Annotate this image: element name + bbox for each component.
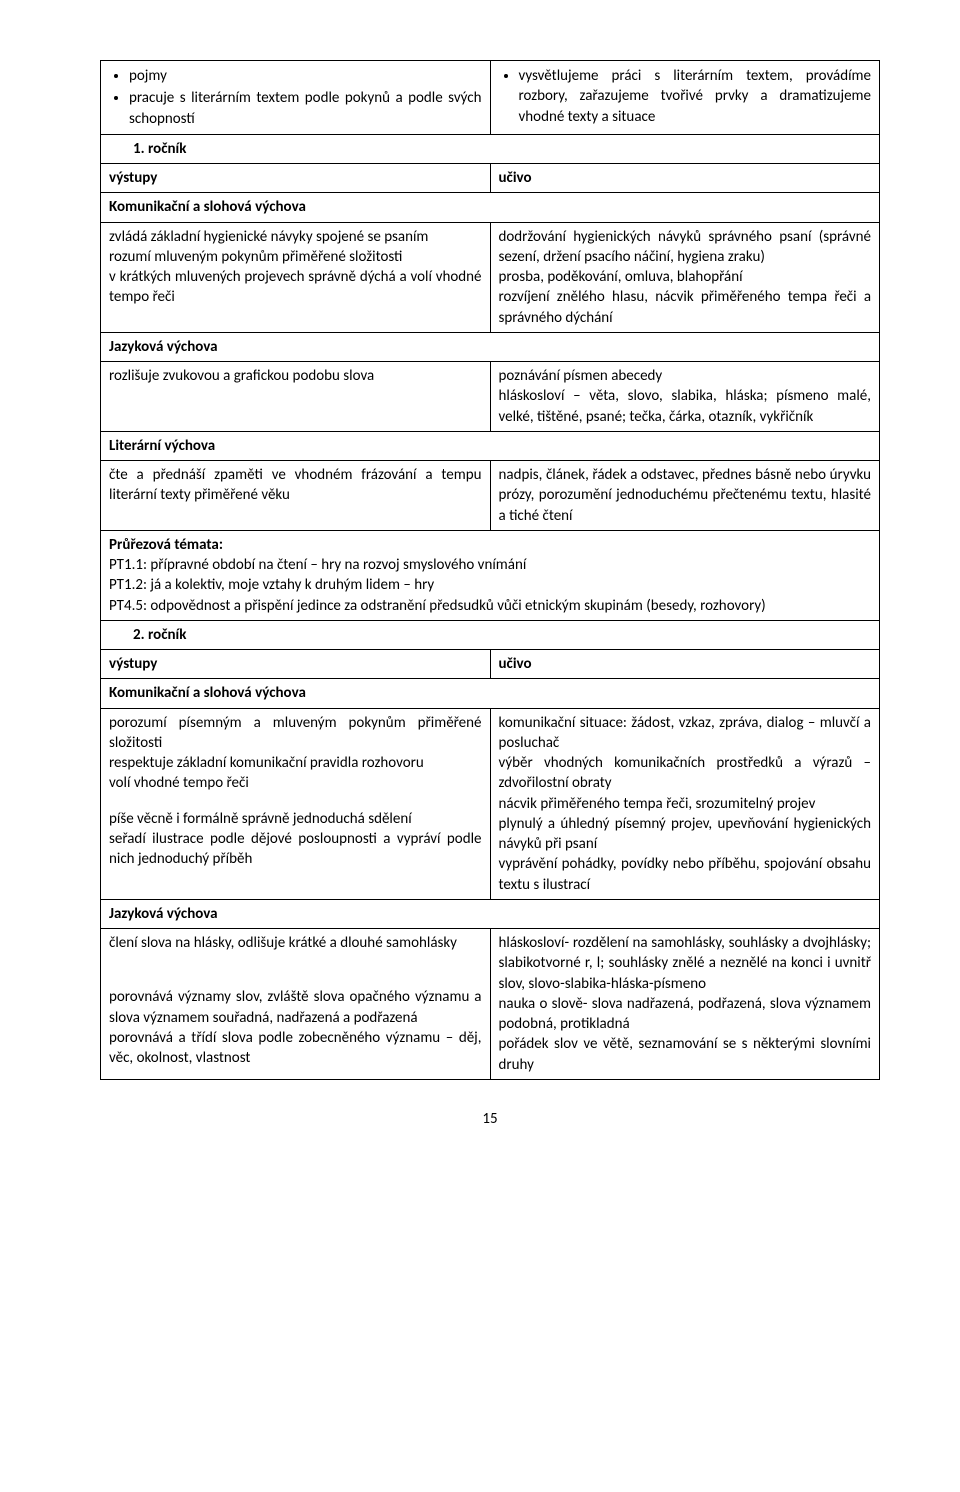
table-row: zvládá základní hygienické návyky spojen… [101, 222, 880, 332]
cell-full: 1. ročník [101, 134, 880, 163]
cell-left: čte a přednáší zpaměti ve vhodném frázov… [101, 461, 491, 531]
table-row: rozlišuje zvukovou a grafickou podobu sl… [101, 362, 880, 432]
body-text: rozlišuje zvukovou a grafickou podobu sl… [109, 366, 482, 386]
body-text: v krátkých mluvených projevech správně d… [109, 267, 482, 308]
section-heading: Jazyková výchova [101, 332, 880, 361]
body-text: člení slova na hlásky, odlišuje krátké a… [109, 933, 482, 953]
section-heading: Jazyková výchova [101, 899, 880, 928]
bullet-list: vysvětlujeme práci s literárním textem, … [499, 65, 872, 128]
body-text: porovnává významy slov, zvláště slova op… [109, 987, 482, 1028]
section-heading: Komunikační a slohová výchova [101, 193, 880, 222]
body-text: seřadí ilustrace podle dějové posloupnos… [109, 829, 482, 870]
cell-left: pojmy pracuje s literárním textem podle … [101, 61, 491, 135]
cell-left: zvládá základní hygienické návyky spojen… [101, 222, 491, 332]
table-row: 2. ročník [101, 620, 880, 649]
body-text: hláskosloví – věta, slovo, slabika, hlás… [499, 386, 872, 427]
cell-header-right: učivo [490, 164, 880, 193]
cell-full: Průřezová témata: PT1.1: přípravné obdob… [101, 530, 880, 620]
table-row: Komunikační a slohová výchova [101, 679, 880, 708]
cell-full: 2. ročník [101, 620, 880, 649]
body-text: vyprávění pohádky, povídky nebo příběhu,… [499, 854, 872, 895]
body-text: prosba, poděkování, omluva, blahopřání [499, 267, 872, 287]
table-row: výstupy učivo [101, 650, 880, 679]
spacer [109, 794, 482, 809]
body-text: respektuje základní komunikační pravidla… [109, 753, 482, 773]
list-item: pracuje s literárním textem podle pokynů… [129, 87, 482, 130]
cell-right: hláskosloví- rozdělení na samohlásky, so… [490, 929, 880, 1080]
body-text: PT1.2: já a kolektiv, moje vztahy k druh… [109, 575, 871, 595]
cell-right: komunikační situace: žádost, vzkaz, zprá… [490, 708, 880, 899]
body-text: rozvíjení znělého hlasu, nácvik přiměřen… [499, 287, 872, 328]
body-text: nauka o slově- slova nadřazená, podřazen… [499, 994, 872, 1035]
spacer [109, 953, 482, 987]
table-row: Průřezová témata: PT1.1: přípravné obdob… [101, 530, 880, 620]
list-item: pojmy [129, 65, 482, 87]
section-heading: Komunikační a slohová výchova [101, 679, 880, 708]
body-text: dodržování hygienických návyků správného… [499, 227, 872, 268]
cell-right: nadpis, článek, řádek a odstavec, předne… [490, 461, 880, 531]
table-row: porozumí písemným a mluveným pokynům při… [101, 708, 880, 899]
body-text: porovnává a třídí slova podle zobecněnéh… [109, 1028, 482, 1069]
table-row: výstupy učivo [101, 164, 880, 193]
body-text: porozumí písemným a mluveným pokynům při… [109, 713, 482, 754]
table-row: Jazyková výchova [101, 332, 880, 361]
curriculum-table: pojmy pracuje s literárním textem podle … [100, 60, 880, 1080]
body-text: PT1.1: přípravné období na čtení – hry n… [109, 555, 871, 575]
body-text: PT4.5: odpovědnost a přispění jedince za… [109, 596, 871, 616]
table-row: Jazyková výchova [101, 899, 880, 928]
document-page: pojmy pracuje s literárním textem podle … [0, 0, 960, 1168]
table-row: 1. ročník [101, 134, 880, 163]
body-text: výběr vhodných komunikačních prostředků … [499, 753, 872, 794]
cell-header-left: výstupy [101, 650, 491, 679]
table-row: člení slova na hlásky, odlišuje krátké a… [101, 929, 880, 1080]
list-item: vysvětlujeme práci s literárním textem, … [519, 65, 872, 128]
cell-left: člení slova na hlásky, odlišuje krátké a… [101, 929, 491, 1080]
grade-heading: 1. ročník [109, 139, 871, 159]
table-row: čte a přednáší zpaměti ve vhodném frázov… [101, 461, 880, 531]
table-row: Komunikační a slohová výchova [101, 193, 880, 222]
cell-right: poznávání písmen abecedy hláskosloví – v… [490, 362, 880, 432]
cell-right: dodržování hygienických návyků správného… [490, 222, 880, 332]
body-text: hláskosloví- rozdělení na samohlásky, so… [499, 933, 872, 994]
cell-header-right: učivo [490, 650, 880, 679]
table-row: Literární výchova [101, 431, 880, 460]
cell-right: vysvětlujeme práci s literárním textem, … [490, 61, 880, 135]
body-text: pořádek slov ve větě, seznamování se s n… [499, 1034, 872, 1075]
body-text: plynulý a úhledný písemný projev, upevňo… [499, 814, 872, 855]
body-text: komunikační situace: žádost, vzkaz, zprá… [499, 713, 872, 754]
cell-left: porozumí písemným a mluveným pokynům při… [101, 708, 491, 899]
bullet-list: pojmy pracuje s literárním textem podle … [109, 65, 482, 130]
body-text: nadpis, článek, řádek a odstavec, předne… [499, 465, 872, 526]
page-number: 15 [100, 1110, 880, 1128]
section-heading: Průřezová témata: [109, 535, 871, 555]
body-text: nácvik přiměřeného tempa řeči, srozumite… [499, 794, 872, 814]
grade-heading: 2. ročník [109, 625, 871, 645]
body-text: zvládá základní hygienické návyky spojen… [109, 227, 482, 247]
table-row: pojmy pracuje s literárním textem podle … [101, 61, 880, 135]
body-text: čte a přednáší zpaměti ve vhodném frázov… [109, 465, 482, 506]
body-text: volí vhodné tempo řeči [109, 773, 482, 793]
body-text: rozumí mluveným pokynům přiměřené složit… [109, 247, 482, 267]
body-text: píše věcně i formálně správně jednoduchá… [109, 809, 482, 829]
cell-header-left: výstupy [101, 164, 491, 193]
body-text: poznávání písmen abecedy [499, 366, 872, 386]
cell-left: rozlišuje zvukovou a grafickou podobu sl… [101, 362, 491, 432]
section-heading: Literární výchova [101, 431, 880, 460]
